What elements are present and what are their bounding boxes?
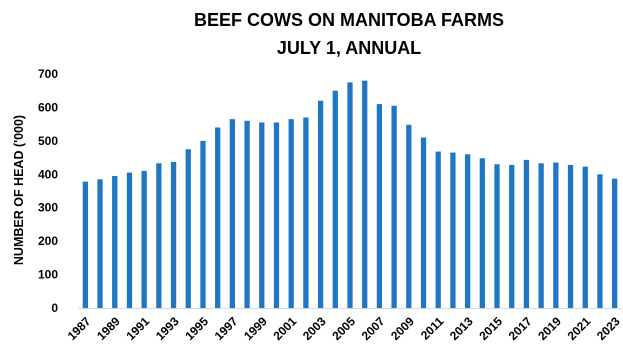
x-axis-ticks: 1987 1989 1991 1993 1995 1997 1999 2001 2003 2005… (65, 314, 623, 343)
x-tick-label: 2017 (506, 314, 535, 343)
x-tick-label: 2005 (329, 314, 358, 343)
y-tick-label: 300 (38, 201, 58, 215)
bar-2016 (509, 164, 515, 308)
chart-title-line-2: JULY 1, ANNUAL (277, 38, 421, 58)
x-tick-label: 2011 (418, 314, 447, 343)
y-axis-ticks: 0 100 200 300 400 500 600 700 (38, 67, 58, 315)
x-tick-label: 2003 (300, 314, 329, 343)
bar-1996 (215, 127, 221, 309)
bar-2022 (597, 174, 603, 308)
bar-2002 (303, 117, 309, 309)
bar-1998 (244, 120, 250, 308)
x-tick-label: 2009 (388, 314, 417, 343)
bar-1994 (185, 149, 191, 308)
x-tick-label: 1995 (182, 314, 211, 343)
bar-2014 (479, 158, 485, 308)
bar-2019 (553, 162, 559, 308)
bar-1993 (170, 161, 177, 308)
bar-1991 (141, 170, 147, 308)
x-tick-label: 1993 (153, 314, 182, 343)
x-tick-label: 2007 (359, 314, 388, 343)
bar-2001 (288, 119, 294, 308)
bar-1989 (112, 175, 118, 308)
bar-1997 (229, 119, 236, 308)
bar-2008 (391, 105, 397, 308)
bar-2006 (362, 80, 368, 308)
bar-2018 (538, 163, 544, 308)
y-axis-label: NUMBER OF HEAD ('000) (12, 115, 26, 265)
bar-1990 (126, 172, 133, 308)
x-tick-label: 1999 (241, 314, 270, 343)
bar-2004 (332, 90, 338, 309)
chart-title-line-1: BEEF COWS ON MANITOBA FARMS (194, 10, 504, 30)
bars (82, 80, 618, 309)
bar-1988 (97, 179, 103, 308)
bar-2020 (567, 164, 574, 308)
bar-2003 (317, 100, 324, 309)
y-tick-label: 700 (38, 67, 58, 81)
x-tick-label: 1991 (123, 314, 152, 343)
bar-2015 (494, 164, 500, 308)
bar-1987 (82, 181, 88, 308)
bar-2009 (406, 124, 412, 308)
y-tick-label: 200 (38, 234, 58, 248)
bar-2005 (347, 82, 353, 308)
y-tick-label: 500 (38, 134, 58, 148)
bar-2017 (523, 159, 530, 308)
bar-2011 (435, 151, 441, 308)
y-tick-label: 400 (38, 167, 58, 181)
x-tick-label: 2013 (447, 314, 476, 343)
x-tick-label: 2015 (476, 314, 505, 343)
y-tick-label: 0 (51, 301, 58, 315)
x-tick-label: 2019 (535, 314, 564, 343)
x-tick-label: 1997 (212, 314, 241, 343)
x-tick-label: 2023 (594, 314, 623, 343)
bar-2012 (450, 152, 456, 308)
bar-2021 (582, 166, 588, 308)
x-tick-label: 2021 (565, 314, 594, 343)
x-tick-label: 2001 (271, 314, 300, 343)
bar-2010 (420, 137, 427, 308)
bar-1999 (259, 122, 265, 308)
bar-1995 (200, 140, 206, 308)
y-tick-label: 600 (38, 100, 58, 114)
bar-2007 (376, 104, 383, 308)
y-tick-label: 100 (38, 268, 58, 282)
bar-2000 (273, 122, 280, 308)
x-tick-label: 1987 (65, 314, 94, 343)
bar-2013 (464, 154, 471, 308)
bar-2023 (612, 178, 618, 308)
bar-1992 (156, 163, 162, 308)
x-tick-label: 1989 (94, 314, 123, 343)
